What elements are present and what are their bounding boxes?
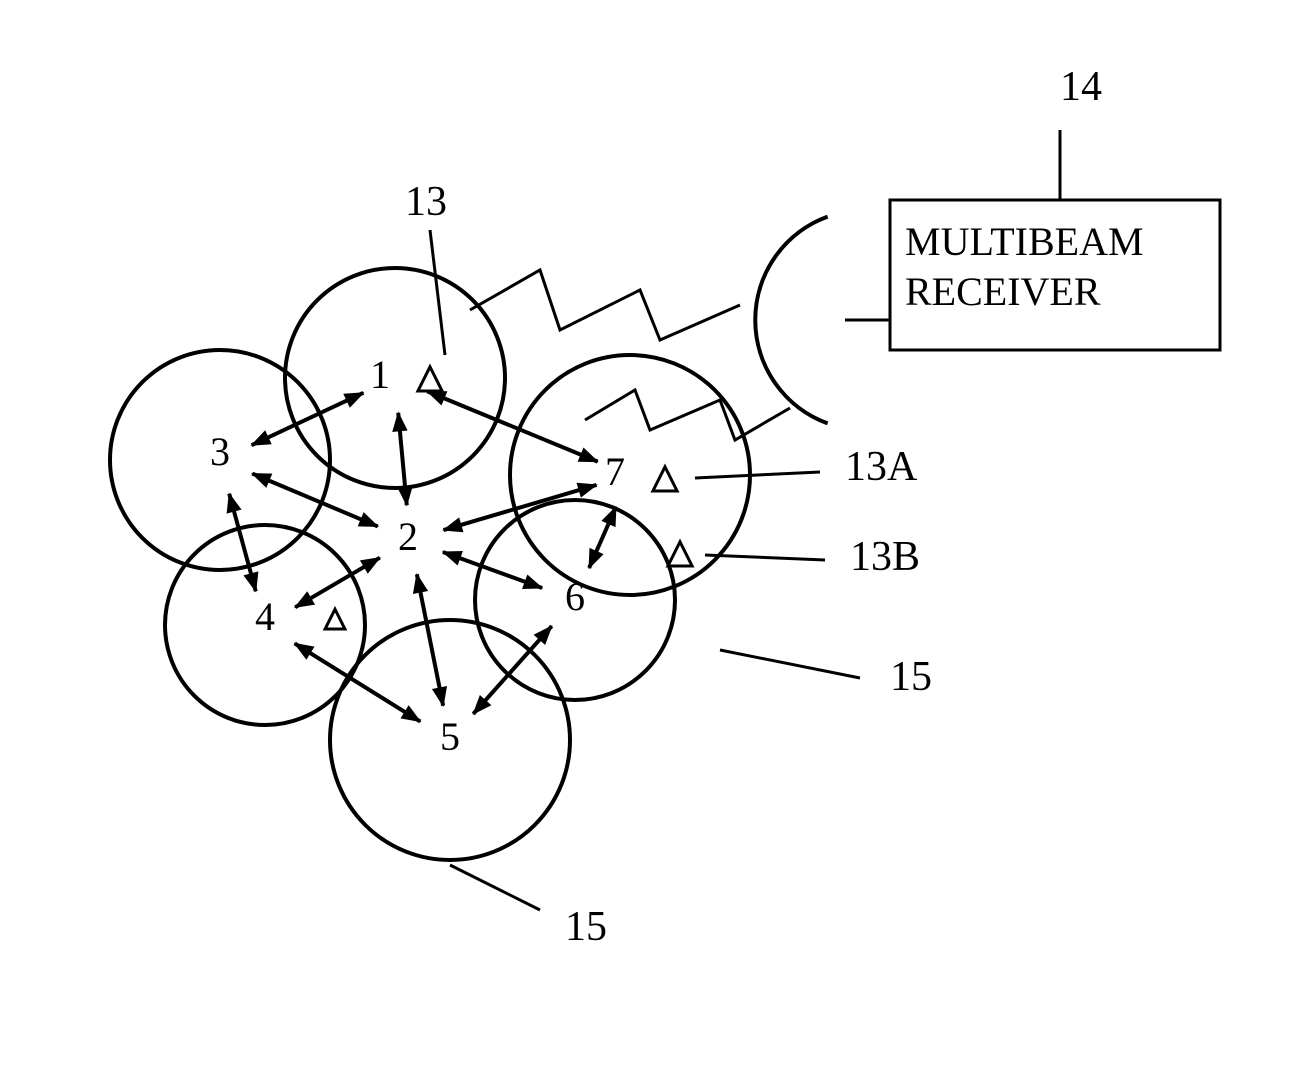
- arrow-head: [295, 643, 314, 658]
- callout-line-l13A: [695, 472, 820, 478]
- edge-line: [295, 643, 421, 721]
- callout-label-l14: 14: [1060, 64, 1102, 110]
- arrow-head: [393, 413, 407, 432]
- arrow-head: [589, 549, 603, 568]
- cell-circle-7: [510, 355, 750, 595]
- antenna-dish: [755, 217, 827, 424]
- arrow-head: [523, 575, 542, 588]
- arrow-head: [344, 393, 363, 407]
- arrow-head: [578, 448, 597, 461]
- arrow-head: [244, 572, 258, 591]
- cell-label-7: 7: [605, 449, 625, 494]
- cell-circle-1: [285, 268, 505, 488]
- arrow-head: [252, 431, 271, 445]
- arrow-head: [252, 474, 271, 487]
- terminal-triangle-t13A: [653, 467, 677, 491]
- arrow-head: [227, 494, 241, 513]
- callout-line-l13: [430, 230, 445, 355]
- cell-label-2: 2: [398, 514, 418, 559]
- terminal-triangle-t13: [418, 367, 442, 391]
- edge-line: [417, 574, 443, 705]
- arrow-head: [443, 552, 462, 565]
- cell-label-5: 5: [440, 714, 460, 759]
- receiver-label-line2: RECEIVER: [905, 269, 1101, 314]
- callout-line-l13B: [705, 555, 825, 560]
- terminal-triangle-tX: [325, 609, 345, 629]
- cell-label-1: 1: [370, 352, 390, 397]
- arrow-head: [444, 518, 463, 531]
- callout-line-l15b: [450, 865, 540, 910]
- cell-label-3: 3: [210, 429, 230, 474]
- callout-label-l15a: 15: [890, 654, 932, 700]
- callout-label-l15b: 15: [565, 904, 607, 950]
- arrow-head: [401, 706, 420, 721]
- callout-label-l13: 13: [405, 179, 447, 225]
- arrow-head: [427, 391, 446, 404]
- arrow-head: [295, 592, 314, 607]
- callout-label-l13B: 13B: [850, 534, 920, 580]
- cell-label-4: 4: [255, 594, 275, 639]
- callout-label-l13A: 13A: [845, 444, 918, 490]
- signal-zigzag-1: [585, 390, 790, 440]
- arrow-head: [361, 558, 380, 573]
- receiver-label-line1: MULTIBEAM: [905, 219, 1144, 264]
- terminal-triangle-t13B: [668, 542, 692, 566]
- signal-zigzag-0: [470, 270, 740, 340]
- diagram-canvas: 1 2 3 4 5 6 7 MULTIBEAM RECEIVER 14 13 13A 13B 15 15: [0, 0, 1290, 1084]
- callout-line-l15a: [720, 650, 860, 678]
- arrow-head: [398, 487, 412, 506]
- cell-label-6: 6: [565, 574, 585, 619]
- arrow-head: [577, 483, 596, 496]
- arrow-head: [602, 507, 616, 526]
- arrow-head: [358, 513, 377, 526]
